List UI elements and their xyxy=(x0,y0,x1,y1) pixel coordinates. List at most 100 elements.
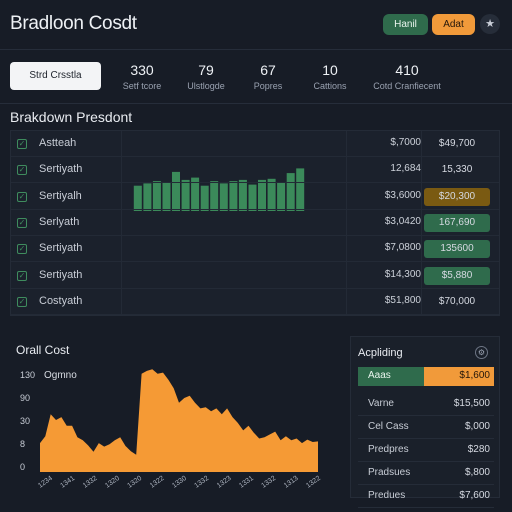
sparkline-bar xyxy=(267,178,276,211)
sparkline-bar xyxy=(172,171,180,211)
overall-cost-panel: Orall Cost 130 90 30 8 0 Ogmno 1234 1341 1332 132… xyxy=(10,338,325,498)
y-tick-label: 0 xyxy=(20,462,25,472)
sparkline-bar xyxy=(296,168,305,211)
x-tick-label: 1332 xyxy=(193,475,210,490)
sparkline-bar xyxy=(219,183,228,211)
row-total: $5,880 xyxy=(424,266,490,285)
row-checkbox[interactable]: ✓ xyxy=(17,217,27,228)
y-tick-label: 130 xyxy=(20,370,35,380)
row-checkbox[interactable]: ✓ xyxy=(17,165,27,176)
side-row-divider xyxy=(358,507,494,508)
x-tick-label: 1332 xyxy=(82,475,99,490)
sparkline-bar xyxy=(152,181,161,211)
gear-icon[interactable]: ⚙ xyxy=(475,346,488,359)
row-total: 15,330 xyxy=(441,164,473,176)
row-checkbox[interactable]: ✓ xyxy=(17,296,27,307)
side-row-divider xyxy=(358,415,494,416)
table-row[interactable]: ✓ Costyath $51,800 $70,000 xyxy=(11,289,499,315)
side-row-key: Pradsues xyxy=(368,467,411,478)
y-tick-label: 8 xyxy=(20,439,25,449)
table-row[interactable]: ✓ Sertiyalh $3,6000 $20,300 xyxy=(11,184,499,210)
side-row[interactable]: Varne $15,500 xyxy=(358,395,494,414)
column-divider xyxy=(121,131,122,315)
x-tick-label: 1320 xyxy=(104,475,121,490)
side-row[interactable]: Cel Cass $,000 xyxy=(358,418,494,437)
stat-value: 410 xyxy=(395,62,419,78)
sparkline-bar xyxy=(162,182,171,211)
row-checkbox[interactable]: ✓ xyxy=(17,139,27,149)
row-total: 135600 xyxy=(424,240,490,259)
overall-cost-title: Orall Cost xyxy=(16,343,70,357)
stat-item: 67 Popres xyxy=(250,62,286,91)
sparkline-bar xyxy=(229,181,238,211)
row-checkbox[interactable]: ✓ xyxy=(17,244,27,255)
table-row[interactable]: ✓ Sertiyath $7,0800 135600 xyxy=(11,236,499,263)
stat-item: 410 Cotd Cranfiecent xyxy=(370,62,444,91)
x-tick-label: 1234 xyxy=(37,475,54,490)
side-highlight-row[interactable]: Aaas $1,600 xyxy=(358,367,494,386)
sparkline-bar xyxy=(277,182,286,211)
row-total: $49,700 xyxy=(438,138,476,149)
sparkline-bar xyxy=(200,185,209,211)
row-value: 12,684 xyxy=(390,163,421,175)
table-row[interactable]: ✓ Sertiyath $14,300 $5,880 xyxy=(11,263,499,289)
row-value: $3,6000 xyxy=(384,189,421,201)
table-row[interactable]: ✓ Sertiyath 12,684 15,330 xyxy=(11,157,499,184)
side-row-key: Predpres xyxy=(368,444,409,455)
table-row[interactable]: ✓ Astteah $,7000 $49,700 xyxy=(11,131,499,157)
stat-select-button[interactable]: Strd Crsstla xyxy=(10,62,101,90)
sparkline-bar xyxy=(258,179,266,211)
stat-label: Cotd Cranfiecent xyxy=(373,81,441,91)
row-value: $51,800 xyxy=(384,294,421,306)
stat-value: 67 xyxy=(260,62,276,78)
adat-button[interactable]: Adat xyxy=(432,14,475,35)
table-row[interactable]: ✓ Serlyath $3,0420 167,690 xyxy=(11,210,499,236)
x-tick-label: 1313 xyxy=(283,475,300,490)
y-tick-label: 30 xyxy=(20,416,30,426)
hard-button[interactable]: Hanil xyxy=(383,14,428,35)
breakdown-sparkline xyxy=(133,168,305,211)
y-tick-label: 90 xyxy=(20,393,30,403)
row-value: $,7000 xyxy=(390,137,421,148)
row-name: Sertiyalh xyxy=(39,189,82,202)
side-row-value: $280 xyxy=(467,444,490,455)
row-total: $20,300 xyxy=(424,187,490,206)
row-total: 167,690 xyxy=(424,213,490,232)
side-row-value: $,800 xyxy=(464,467,490,478)
row-name: Serlyath xyxy=(39,215,80,228)
stat-value: 330 xyxy=(130,62,154,78)
side-row[interactable]: Predpres $280 xyxy=(358,441,494,460)
side-row-value: $1,600 xyxy=(459,370,490,381)
sparkline-bar xyxy=(286,173,295,211)
side-row[interactable]: Pradsues $,800 xyxy=(358,464,494,483)
row-name: Costyath xyxy=(39,294,83,307)
stat-value: 10 xyxy=(322,62,338,78)
side-row-key: Cel Cass xyxy=(368,421,409,432)
overall-cost-chart: 130 90 30 8 0 Ogmno 1234 1341 1332 1320 1320 1322 13… xyxy=(20,369,322,490)
stat-label: Popres xyxy=(253,81,283,91)
cost-area-series xyxy=(40,369,318,472)
star-icon[interactable]: ★ xyxy=(480,14,500,34)
side-row-value: $15,500 xyxy=(453,398,490,409)
side-row[interactable]: Predues $7,600 xyxy=(358,487,494,506)
side-row-value: $,000 xyxy=(464,421,490,432)
row-value: $14,300 xyxy=(384,268,421,280)
row-checkbox[interactable]: ✓ xyxy=(17,191,27,202)
stat-item: 79 Ulstlogde xyxy=(180,62,232,91)
side-row-key: Predues xyxy=(368,490,406,501)
column-divider xyxy=(346,131,347,315)
side-row-divider xyxy=(358,484,494,485)
breakdown-title: Brakdown Presdont xyxy=(10,109,133,125)
side-row-divider xyxy=(358,438,494,439)
row-checkbox[interactable]: ✓ xyxy=(17,270,27,281)
highlight-key-bg xyxy=(358,367,424,386)
row-total: $70,000 xyxy=(438,295,476,307)
highlight-value-bg xyxy=(424,367,494,386)
row-value: $7,0800 xyxy=(384,242,421,254)
row-name: Astteah xyxy=(39,137,77,149)
stat-item: 10 Cattions xyxy=(308,62,352,91)
x-tick-label: 1332 xyxy=(260,475,277,490)
row-value: $3,0420 xyxy=(384,215,421,227)
row-name: Sertiyath xyxy=(39,242,83,255)
x-tick-label: 1322 xyxy=(149,475,166,490)
